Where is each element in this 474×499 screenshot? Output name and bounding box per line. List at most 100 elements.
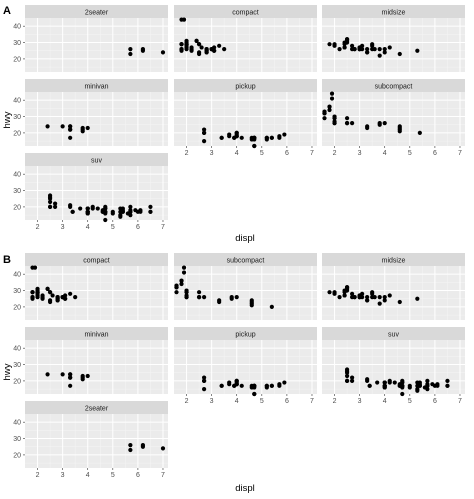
data-point — [234, 294, 239, 300]
data-point — [103, 211, 108, 216]
data-point — [344, 120, 350, 126]
data-point — [47, 298, 53, 303]
data-point — [264, 135, 269, 140]
data-point — [80, 373, 85, 379]
data-point — [367, 383, 372, 388]
facet-strip-label: subcompact — [375, 84, 413, 91]
facet-minivan: minivan 20 30 40 — [13, 327, 168, 394]
data-point — [417, 130, 422, 136]
y-tick-label: 40 — [13, 272, 21, 279]
data-point — [344, 378, 350, 384]
data-point — [202, 378, 207, 384]
data-point — [148, 204, 153, 210]
facet-strip-label: suv — [91, 158, 102, 165]
data-point — [377, 294, 382, 300]
data-point — [382, 298, 387, 303]
data-point — [128, 442, 133, 448]
data-point — [332, 116, 337, 121]
data-point — [68, 375, 73, 380]
plot-background — [174, 340, 317, 394]
x-tick-label: 4 — [235, 398, 239, 405]
facet-strip — [322, 79, 465, 92]
data-point — [357, 294, 362, 300]
x-tick-label: 7 — [458, 398, 462, 405]
data-point — [60, 294, 65, 300]
data-point — [227, 134, 232, 139]
data-point — [430, 382, 435, 387]
data-point — [365, 294, 370, 300]
data-point — [387, 45, 392, 50]
data-point — [227, 382, 232, 387]
data-point — [382, 50, 387, 55]
x-axis-title: displ — [235, 233, 255, 244]
facet-strip — [25, 79, 168, 92]
x-tick-label: 2 — [36, 472, 40, 479]
data-point — [357, 46, 362, 52]
data-point — [400, 391, 405, 397]
x-tick-label: 7 — [310, 150, 314, 157]
data-point — [95, 206, 100, 211]
y-tick-label: 30 — [13, 114, 21, 121]
data-point — [365, 377, 370, 382]
data-point — [397, 125, 402, 131]
facet-strip-label: minivan — [84, 332, 108, 339]
data-point — [415, 48, 420, 53]
data-point — [377, 122, 382, 127]
data-point — [382, 380, 387, 385]
x-tick-label: 6 — [136, 224, 140, 231]
data-point — [103, 217, 108, 223]
data-point — [196, 50, 202, 55]
x-tick-label: 6 — [433, 150, 437, 157]
data-point — [327, 104, 332, 109]
data-point — [160, 446, 166, 451]
x-tick-label: 6 — [285, 150, 289, 157]
data-point — [30, 294, 35, 300]
x-tick-label: 3 — [61, 224, 65, 231]
chart-A: A 2seater 20 30 40 compact midsize minivan 20 30 4… — [2, 5, 465, 244]
data-point — [387, 293, 392, 298]
data-point — [445, 383, 450, 388]
data-point — [148, 209, 153, 214]
data-point — [352, 294, 357, 300]
plot-background — [25, 92, 168, 146]
data-point — [138, 209, 143, 214]
data-point — [392, 380, 397, 385]
data-point — [382, 385, 387, 390]
data-point — [174, 290, 179, 295]
data-point — [128, 447, 133, 453]
data-point — [360, 43, 365, 48]
panel-tag: B — [3, 254, 11, 266]
data-point — [128, 204, 133, 210]
data-point — [196, 42, 202, 47]
facet-pickup: pickup — [174, 79, 317, 149]
data-point — [209, 46, 214, 52]
data-point — [397, 51, 402, 57]
data-point — [249, 299, 254, 305]
data-point — [382, 46, 387, 52]
plot-background — [25, 414, 168, 468]
data-point — [322, 116, 327, 121]
y-axis-title: hwy — [2, 363, 13, 380]
data-point — [103, 204, 108, 210]
data-point — [80, 377, 85, 382]
data-point — [47, 204, 53, 210]
data-point — [375, 380, 380, 385]
data-point — [370, 294, 375, 300]
facet-strip-label: subcompact — [227, 258, 265, 265]
x-tick-label: 4 — [86, 472, 90, 479]
facet-strip — [322, 253, 465, 266]
data-point — [277, 382, 282, 387]
data-point — [40, 296, 45, 301]
facet-compact: compact 20 30 40 — [13, 253, 168, 320]
plot-background — [25, 18, 168, 72]
facet-suv: suv 20 30 40 — [13, 153, 168, 223]
data-point — [80, 125, 85, 131]
x-tick-label: 5 — [111, 224, 115, 231]
data-point — [417, 383, 422, 388]
data-point — [60, 124, 65, 129]
y-tick-label: 40 — [13, 98, 21, 105]
data-point — [202, 130, 207, 136]
data-point — [181, 17, 187, 22]
data-point — [68, 291, 73, 296]
